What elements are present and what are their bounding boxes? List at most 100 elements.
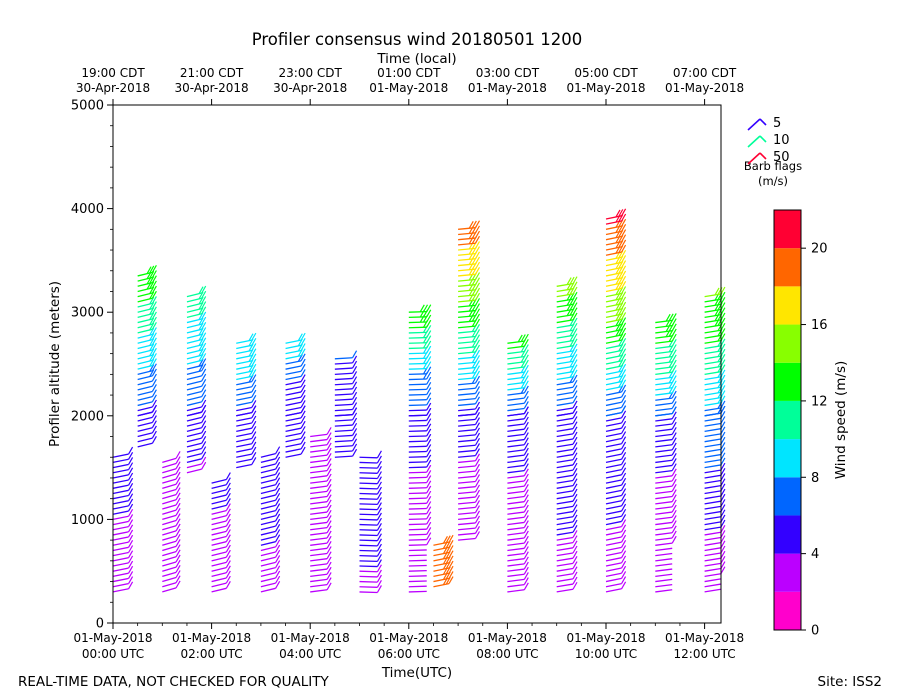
barb-feather [201, 311, 207, 320]
wind-barb [507, 442, 529, 453]
wind-barb [704, 436, 726, 448]
barb-feather [376, 497, 382, 505]
barb-staff [112, 489, 129, 495]
barb-feather [151, 420, 157, 429]
wind-barb [186, 378, 207, 391]
barb-feather [376, 466, 382, 474]
barb-feather [621, 327, 627, 336]
wind-barb [458, 515, 481, 526]
barb-feather [720, 462, 726, 471]
wind-barb [162, 482, 181, 495]
barb-staff [112, 505, 129, 510]
wind-barb [310, 484, 332, 495]
wind-barb [112, 457, 134, 469]
barb-feather [175, 476, 181, 485]
wind-barb [507, 447, 529, 458]
wind-barb [359, 466, 382, 474]
barb-staff [458, 460, 476, 464]
quality-disclaimer: REAL-TIME DATA, NOT CHECKED FOR QUALITY [18, 674, 330, 690]
barb-feather [720, 504, 726, 512]
barb-feather [474, 474, 481, 482]
wind-barb [704, 467, 726, 479]
barb-feather [572, 566, 578, 575]
x-tick-date: 01-May-2018 [468, 631, 547, 645]
barb-staff [408, 533, 427, 536]
wind-barb [359, 559, 382, 568]
barb-staff [186, 385, 202, 391]
wind-barb [605, 467, 627, 479]
barb-staff [186, 458, 202, 464]
barb-staff [507, 413, 525, 417]
plot-frame [112, 104, 722, 624]
wind-barb [260, 472, 281, 484]
barb-feather [426, 444, 432, 452]
wind-barb [655, 452, 677, 464]
barb-feather [474, 500, 481, 508]
barb-feather [251, 420, 257, 429]
barb-staff [310, 464, 328, 469]
barb-staff [408, 518, 427, 521]
wind-barb [260, 560, 281, 572]
barb-feather [474, 401, 481, 410]
barb-feather [275, 570, 281, 579]
barb-feather [523, 572, 529, 580]
wind-barb [556, 400, 578, 412]
barb-staff [556, 402, 574, 407]
barb-feather [426, 449, 432, 457]
barb-feather [275, 529, 281, 537]
wind-barb [458, 474, 481, 484]
barb-staff [359, 591, 378, 594]
barb-staff [458, 511, 476, 515]
barb-feather [523, 515, 529, 523]
wind-barb [186, 404, 207, 417]
barb-staff [236, 422, 252, 427]
barb-feather [671, 344, 677, 352]
barb-staff [605, 443, 622, 448]
wind-barb [162, 528, 181, 541]
barb-staff [655, 485, 673, 489]
barb-staff [556, 588, 574, 593]
barb-feather [671, 364, 677, 373]
barb-staff [556, 485, 574, 489]
wind-barb [310, 577, 332, 588]
wind-barb [359, 533, 382, 542]
barb-feather [376, 517, 382, 526]
barb-staff [310, 438, 328, 443]
wind-barb [162, 570, 181, 583]
barb-feather [175, 456, 181, 464]
barb-staff [704, 516, 722, 521]
barb-feather [352, 391, 358, 400]
wind-barb [605, 441, 627, 453]
barb-feather [225, 472, 231, 480]
barb-feather [523, 478, 529, 487]
barb-feather [474, 308, 481, 317]
barb-staff [260, 551, 276, 557]
barb-staff [310, 511, 328, 515]
barb-feather [300, 369, 306, 377]
wind-barb [137, 265, 157, 277]
barb-staff [655, 413, 673, 417]
barb-feather [128, 534, 134, 543]
barb-feather [326, 463, 332, 471]
wind-barb [211, 529, 231, 541]
wind-barb [112, 576, 134, 588]
barb-feather [523, 333, 529, 342]
barb-staff [211, 582, 227, 588]
wind-barb [408, 464, 432, 474]
barb-feather [251, 457, 257, 465]
wind-barb [112, 493, 134, 505]
barb-feather [621, 420, 627, 429]
wind-barb [556, 276, 578, 287]
wind-barb [408, 407, 432, 417]
barb-staff [260, 530, 276, 536]
barb-staff [112, 562, 129, 567]
barb-staff [334, 414, 353, 417]
barb-feather [275, 544, 281, 553]
barb-feather [621, 503, 627, 512]
barb-feather [175, 570, 181, 578]
barb-feather [474, 230, 481, 239]
barb-staff [458, 403, 476, 407]
barb-staff [704, 417, 722, 422]
wind-barb [556, 519, 578, 531]
barb-staff [458, 517, 476, 521]
